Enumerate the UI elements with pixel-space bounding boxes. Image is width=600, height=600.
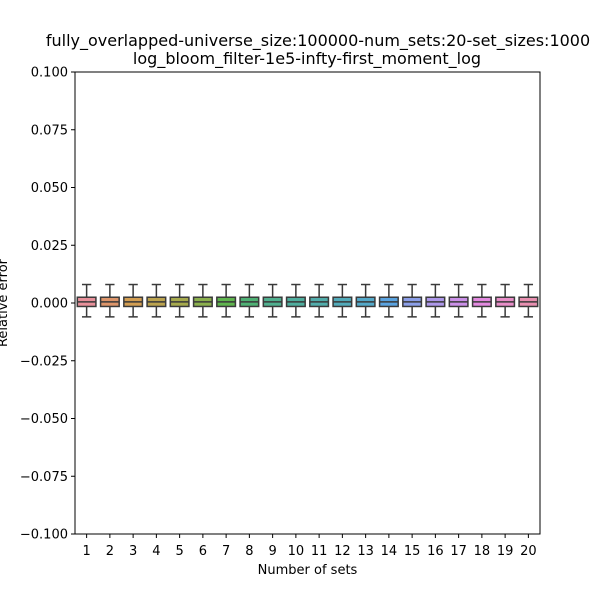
box-14: [378, 283, 399, 318]
x-axis: 1 2 3 4 5 6 7 8 9 10 11 12 13 14 15 16 17 18 19 20: [82, 534, 537, 559]
plot-frame: [74, 71, 541, 535]
y-tick-label: 0.000: [31, 297, 68, 312]
y-tick-label: 0.025: [31, 239, 68, 254]
chart-title-line-1: fully_overlapped-universe_size:100000-nu…: [45, 31, 591, 50]
box-11: [309, 283, 330, 318]
box-1: [76, 283, 97, 318]
x-tick-label: 2: [106, 544, 114, 559]
y-tick-label: −0.050: [20, 412, 68, 427]
y-tick-label: 0.075: [31, 123, 68, 138]
x-tick-label: 1: [82, 544, 90, 559]
x-tick-label: 11: [311, 544, 328, 559]
box-2: [99, 283, 120, 318]
x-tick-label: 12: [334, 544, 351, 559]
x-tick-label: 9: [268, 544, 276, 559]
box-3: [123, 283, 144, 318]
x-tick-label: 5: [175, 544, 183, 559]
y-tick-label: 0.050: [31, 181, 68, 196]
y-tick-label: −0.100: [20, 528, 68, 543]
box-5: [169, 283, 190, 318]
x-tick-label: 13: [357, 544, 374, 559]
x-tick-label: 8: [245, 544, 253, 559]
box-13: [355, 283, 376, 318]
x-tick-label: 10: [288, 544, 305, 559]
y-axis-label: Relative error: [0, 258, 11, 347]
box-6: [192, 283, 213, 318]
x-tick-label: 16: [427, 544, 444, 559]
chart-title-line-2: log_bloom_filter-1e5-infty-first_moment_…: [132, 49, 482, 68]
y-axis: 0.100 0.075 0.050 0.025 0.000 −0.025 −0.050 −0.…: [20, 66, 75, 543]
x-tick-label: 6: [199, 544, 207, 559]
y-tick-label: −0.075: [20, 470, 68, 485]
y-tick-label: 0.100: [31, 66, 68, 81]
x-tick-label: 15: [404, 544, 421, 559]
box-16: [425, 283, 446, 318]
box-10: [285, 283, 306, 318]
x-tick-label: 7: [222, 544, 230, 559]
y-tick-label: −0.025: [20, 354, 68, 369]
box-19: [495, 283, 516, 318]
boxes-layer: [76, 283, 539, 318]
box-18: [471, 283, 492, 318]
box-4: [146, 283, 167, 318]
x-tick-label: 4: [152, 544, 160, 559]
x-tick-label: 17: [450, 544, 467, 559]
x-tick-label: 18: [474, 544, 491, 559]
box-12: [332, 283, 353, 318]
x-tick-label: 3: [129, 544, 137, 559]
box-8: [239, 283, 260, 318]
x-tick-label: 20: [520, 544, 537, 559]
x-axis-label: Number of sets: [258, 563, 358, 578]
box-7: [216, 283, 237, 318]
box-17: [448, 283, 469, 318]
box-15: [402, 283, 423, 318]
box-9: [262, 283, 283, 318]
x-tick-label: 14: [381, 544, 398, 559]
box-20: [518, 283, 539, 318]
x-tick-label: 19: [497, 544, 514, 559]
